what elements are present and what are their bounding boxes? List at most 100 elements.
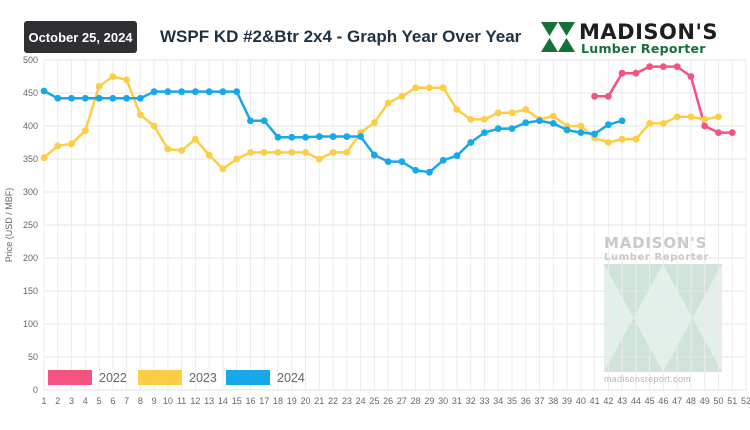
x-tick-label: 30 — [438, 396, 448, 406]
x-tick-label: 23 — [342, 396, 352, 406]
x-tick-label: 32 — [466, 396, 476, 406]
x-tick-label: 6 — [110, 396, 115, 406]
x-tick-label: 38 — [548, 396, 558, 406]
x-tick-label: 17 — [259, 396, 269, 406]
x-tick-label: 4 — [83, 396, 88, 406]
data-point-2023 — [81, 127, 89, 135]
data-point-2023 — [453, 106, 461, 113]
data-point-2024 — [591, 130, 598, 138]
x-tick-label: 28 — [411, 396, 421, 406]
x-tick-label: 26 — [383, 396, 393, 406]
data-point-2024 — [370, 151, 378, 159]
x-tick-label: 52 — [741, 396, 750, 406]
x-tick-label: 41 — [590, 396, 600, 406]
x-tick-label: 13 — [204, 396, 214, 406]
data-point-2023 — [577, 122, 585, 130]
data-point-2024 — [549, 119, 557, 127]
data-point-2023 — [205, 151, 213, 159]
legend-label-2023: 2023 — [189, 371, 217, 385]
x-tick-label: 3 — [69, 396, 74, 406]
x-tick-label: 45 — [645, 396, 655, 406]
x-tick-label: 47 — [672, 396, 682, 406]
data-point-2024 — [563, 126, 571, 134]
data-point-2023 — [494, 109, 502, 117]
x-tick-label: 31 — [452, 396, 462, 406]
y-tick-label: 50 — [28, 352, 38, 362]
x-tick-label: 33 — [479, 396, 489, 406]
data-point-2023 — [481, 116, 488, 123]
data-point-2024 — [577, 129, 585, 137]
legend-swatch-2024 — [226, 370, 270, 385]
x-tick-label: 12 — [190, 396, 200, 406]
data-point-2024 — [398, 158, 406, 166]
data-point-2024 — [95, 94, 103, 102]
x-tick-label: 49 — [700, 396, 710, 406]
data-point-2023 — [274, 149, 282, 156]
data-point-2023 — [549, 112, 557, 120]
x-tick-label: 44 — [631, 396, 641, 406]
data-point-2024 — [205, 88, 213, 96]
data-point-2023 — [632, 135, 640, 143]
x-tick-label: 27 — [397, 396, 407, 406]
data-point-2023 — [701, 116, 709, 123]
y-tick-label: 150 — [23, 286, 38, 296]
data-point-2023 — [54, 142, 62, 150]
data-point-2023 — [673, 113, 681, 121]
data-point-2023 — [660, 119, 667, 127]
x-tick-label: 22 — [328, 396, 338, 406]
date-label: October 25, 2024 — [28, 29, 133, 45]
madisons-logo: MADISON'S Lumber Reporter — [541, 20, 741, 56]
y-tick-label: 300 — [23, 187, 38, 197]
data-point-2024 — [192, 88, 199, 96]
x-tick-label: 39 — [562, 396, 572, 406]
data-point-2024 — [315, 133, 323, 140]
data-point-2024 — [481, 129, 488, 137]
data-point-2023 — [315, 155, 323, 163]
data-point-2023 — [687, 113, 695, 121]
data-point-2023 — [150, 122, 158, 130]
x-tick-label: 34 — [493, 396, 503, 406]
legend-swatch-2023 — [138, 370, 182, 385]
data-point-2022 — [646, 63, 654, 70]
data-point-2023 — [164, 145, 172, 153]
y-tick-label: 200 — [23, 253, 38, 263]
y-tick-label: 500 — [23, 55, 38, 65]
data-point-2024 — [453, 152, 461, 160]
y-tick-label: 100 — [23, 319, 38, 329]
data-point-2022 — [715, 129, 722, 137]
watermark-url: madisonsreport.com — [604, 374, 691, 384]
data-point-2023 — [715, 113, 722, 121]
data-point-2024 — [357, 133, 364, 140]
data-point-2024 — [164, 88, 172, 96]
data-point-2024 — [54, 94, 62, 102]
data-point-2024 — [136, 94, 144, 102]
x-tick-label: 48 — [686, 396, 696, 406]
data-point-2023 — [426, 84, 433, 92]
y-tick-label: 250 — [23, 220, 38, 230]
data-point-2023 — [646, 119, 654, 127]
x-tick-label: 40 — [576, 396, 586, 406]
data-point-2024 — [426, 168, 433, 176]
data-point-2023 — [522, 106, 530, 113]
x-tick-label: 42 — [603, 396, 613, 406]
x-tick-label: 25 — [369, 396, 379, 406]
x-tick-label: 24 — [356, 396, 366, 406]
logo-name: MADISON'S — [579, 20, 719, 44]
data-point-2023 — [219, 165, 227, 173]
data-point-2024 — [219, 88, 227, 96]
data-point-2023 — [136, 111, 144, 119]
data-point-2023 — [68, 140, 75, 148]
x-tick-label: 43 — [617, 396, 627, 406]
data-point-2024 — [260, 117, 268, 125]
data-point-2024 — [302, 133, 309, 141]
data-point-2023 — [109, 73, 117, 80]
data-point-2024 — [384, 158, 392, 166]
x-tick-label: 2 — [55, 396, 60, 406]
data-point-2024 — [81, 94, 89, 102]
madisons-logo-icon — [541, 22, 575, 52]
data-point-2024 — [178, 88, 186, 96]
data-point-2023 — [95, 83, 103, 90]
x-tick-label: 11 — [177, 396, 186, 406]
data-point-2023 — [370, 119, 378, 127]
data-point-2023 — [329, 149, 337, 156]
